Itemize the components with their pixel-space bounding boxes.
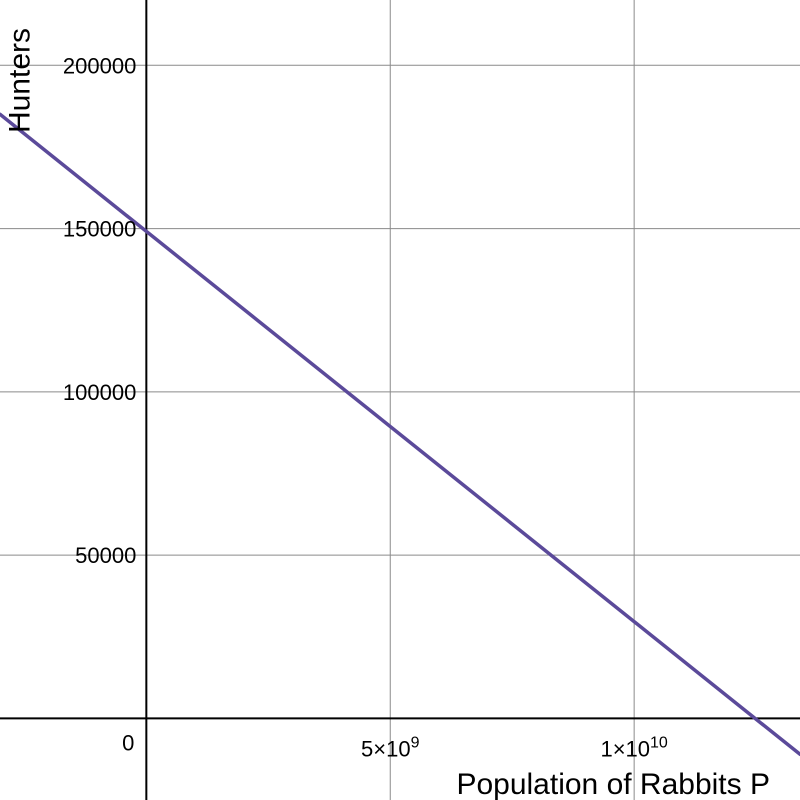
y-tick-label: 150000 xyxy=(63,217,136,242)
series-line xyxy=(0,112,800,757)
y-tick-label: 100000 xyxy=(63,380,136,405)
y-axis-title: Hunters xyxy=(3,28,36,133)
x-axis-title: Population of Rabbits P xyxy=(456,768,770,800)
series-layer xyxy=(0,112,800,757)
y-tick-label: 50000 xyxy=(75,543,136,568)
tick-labels: 50000 100000 150000 200000 5×109 1×1010 0 xyxy=(63,53,668,761)
y-tick-label: 200000 xyxy=(63,53,136,78)
origin-label: 0 xyxy=(122,730,134,755)
x-tick-label: 5×109 xyxy=(361,734,420,761)
x-tick-label: 1×1010 xyxy=(600,734,667,761)
